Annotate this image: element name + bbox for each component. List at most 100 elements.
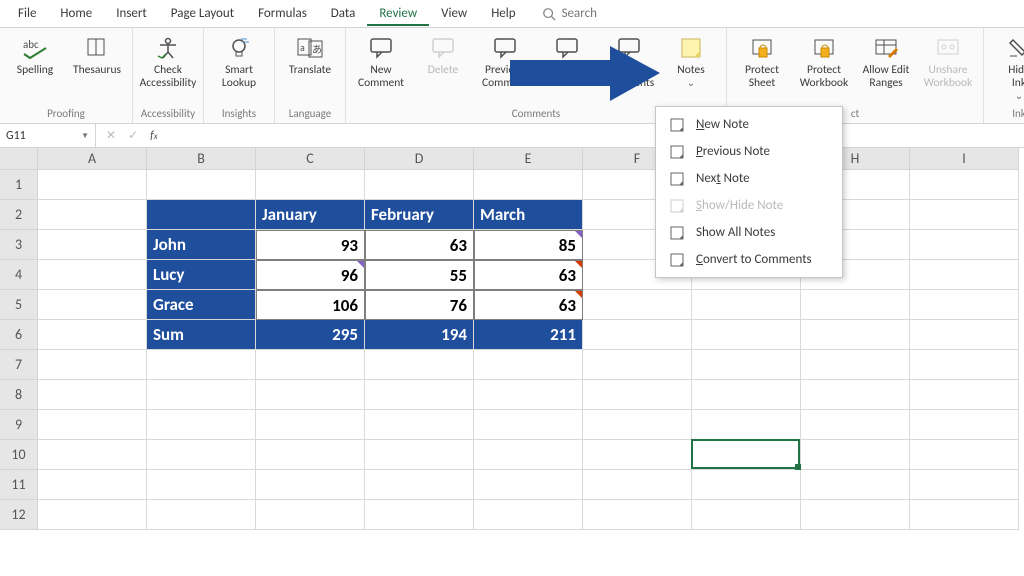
cell-A8[interactable] xyxy=(38,380,147,410)
row-header-10[interactable]: 10 xyxy=(0,440,38,470)
cell-E1[interactable] xyxy=(474,170,583,200)
cell-I9[interactable] xyxy=(910,410,1019,440)
menu-tab-help[interactable]: Help xyxy=(479,1,527,26)
ribbon-btn-new-comment[interactable]: NewComment xyxy=(352,32,410,92)
notes-dropdown-menu[interactable]: New NotePrevious NoteNext NoteShow/Hide … xyxy=(655,106,843,278)
cell-C9[interactable] xyxy=(256,410,365,440)
cell-B6[interactable]: Sum xyxy=(147,320,256,350)
cell-F10[interactable] xyxy=(583,440,692,470)
cell-I6[interactable] xyxy=(910,320,1019,350)
row-header-3[interactable]: 3 xyxy=(0,230,38,260)
cell-C11[interactable] xyxy=(256,470,365,500)
cell-I4[interactable] xyxy=(910,260,1019,290)
cell-I10[interactable] xyxy=(910,440,1019,470)
ribbon-btn-notes[interactable]: Notes⌄ xyxy=(662,32,720,91)
cell-I2[interactable] xyxy=(910,200,1019,230)
cell-A7[interactable] xyxy=(38,350,147,380)
cell-I8[interactable] xyxy=(910,380,1019,410)
cell-B3[interactable]: John xyxy=(147,230,256,260)
ribbon-btn-hide-ink[interactable]: HideInk⌄ xyxy=(990,32,1024,104)
row-header-5[interactable]: 5 xyxy=(0,290,38,320)
cell-A2[interactable] xyxy=(38,200,147,230)
menu-tab-insert[interactable]: Insert xyxy=(104,1,159,26)
row-header-7[interactable]: 7 xyxy=(0,350,38,380)
cell-E6[interactable]: 211 xyxy=(474,320,583,350)
cell-D11[interactable] xyxy=(365,470,474,500)
cell-H9[interactable] xyxy=(801,410,910,440)
cell-G6[interactable] xyxy=(692,320,801,350)
col-header-C[interactable]: C xyxy=(256,148,365,170)
cell-D7[interactable] xyxy=(365,350,474,380)
col-header-D[interactable]: D xyxy=(365,148,474,170)
cell-A9[interactable] xyxy=(38,410,147,440)
row-header-9[interactable]: 9 xyxy=(0,410,38,440)
cell-B11[interactable] xyxy=(147,470,256,500)
menu-tab-home[interactable]: Home xyxy=(48,1,104,26)
notes-menu-convert-to-comments[interactable]: Convert to Comments xyxy=(656,246,842,273)
cell-C2[interactable]: January xyxy=(256,200,365,230)
menu-tab-file[interactable]: File xyxy=(6,1,48,26)
cell-C1[interactable] xyxy=(256,170,365,200)
cell-C10[interactable] xyxy=(256,440,365,470)
cell-H11[interactable] xyxy=(801,470,910,500)
cell-B10[interactable] xyxy=(147,440,256,470)
cell-B12[interactable] xyxy=(147,500,256,530)
menu-tab-page-layout[interactable]: Page Layout xyxy=(159,1,246,26)
spreadsheet-grid[interactable]: ABCDEFGHI12JanuaryFebruaryMarch3John9363… xyxy=(0,148,1024,530)
menu-tab-formulas[interactable]: Formulas xyxy=(246,1,319,26)
cell-D4[interactable]: 55 xyxy=(365,260,474,290)
col-header-I[interactable]: I xyxy=(910,148,1019,170)
cell-H12[interactable] xyxy=(801,500,910,530)
cell-C8[interactable] xyxy=(256,380,365,410)
cell-I3[interactable] xyxy=(910,230,1019,260)
cell-A11[interactable] xyxy=(38,470,147,500)
select-all-corner[interactable] xyxy=(0,148,38,170)
notes-menu-show-all-notes[interactable]: Show All Notes xyxy=(656,219,842,246)
cell-D12[interactable] xyxy=(365,500,474,530)
cell-C3[interactable]: 93 xyxy=(256,230,365,260)
notes-menu-new-note[interactable]: New Note xyxy=(656,111,842,138)
cell-E4[interactable]: 63 xyxy=(474,260,583,290)
cell-E11[interactable] xyxy=(474,470,583,500)
cell-I7[interactable] xyxy=(910,350,1019,380)
cell-F5[interactable] xyxy=(583,290,692,320)
ribbon-btn-protect-workbook[interactable]: ProtectWorkbook xyxy=(795,32,853,92)
row-header-2[interactable]: 2 xyxy=(0,200,38,230)
cell-C6[interactable]: 295 xyxy=(256,320,365,350)
cell-F7[interactable] xyxy=(583,350,692,380)
cell-E10[interactable] xyxy=(474,440,583,470)
cell-D1[interactable] xyxy=(365,170,474,200)
cell-F6[interactable] xyxy=(583,320,692,350)
ribbon-btn-check-accessibility[interactable]: CheckAccessibility xyxy=(139,32,197,92)
cell-F11[interactable] xyxy=(583,470,692,500)
col-header-B[interactable]: B xyxy=(147,148,256,170)
row-header-8[interactable]: 8 xyxy=(0,380,38,410)
cell-D8[interactable] xyxy=(365,380,474,410)
cell-F9[interactable] xyxy=(583,410,692,440)
cell-B4[interactable]: Lucy xyxy=(147,260,256,290)
cell-A1[interactable] xyxy=(38,170,147,200)
cell-B2[interactable] xyxy=(147,200,256,230)
cell-G7[interactable] xyxy=(692,350,801,380)
col-header-E[interactable]: E xyxy=(474,148,583,170)
ribbon-btn-thesaurus[interactable]: Thesaurus xyxy=(68,32,126,79)
cell-E3[interactable]: 85 xyxy=(474,230,583,260)
cell-A10[interactable] xyxy=(38,440,147,470)
cell-B7[interactable] xyxy=(147,350,256,380)
cell-C7[interactable] xyxy=(256,350,365,380)
cell-E5[interactable]: 63 xyxy=(474,290,583,320)
cell-C12[interactable] xyxy=(256,500,365,530)
cell-A12[interactable] xyxy=(38,500,147,530)
ribbon-btn-spelling[interactable]: abcSpelling xyxy=(6,32,64,79)
cell-H10[interactable] xyxy=(801,440,910,470)
row-header-11[interactable]: 11 xyxy=(0,470,38,500)
cell-I1[interactable] xyxy=(910,170,1019,200)
cell-E9[interactable] xyxy=(474,410,583,440)
cell-D5[interactable]: 76 xyxy=(365,290,474,320)
search-box[interactable]: Search xyxy=(542,6,597,21)
cell-B8[interactable] xyxy=(147,380,256,410)
name-box-dropdown-icon[interactable]: ▼ xyxy=(81,131,89,141)
cell-C5[interactable]: 106 xyxy=(256,290,365,320)
cell-D3[interactable]: 63 xyxy=(365,230,474,260)
row-header-4[interactable]: 4 xyxy=(0,260,38,290)
